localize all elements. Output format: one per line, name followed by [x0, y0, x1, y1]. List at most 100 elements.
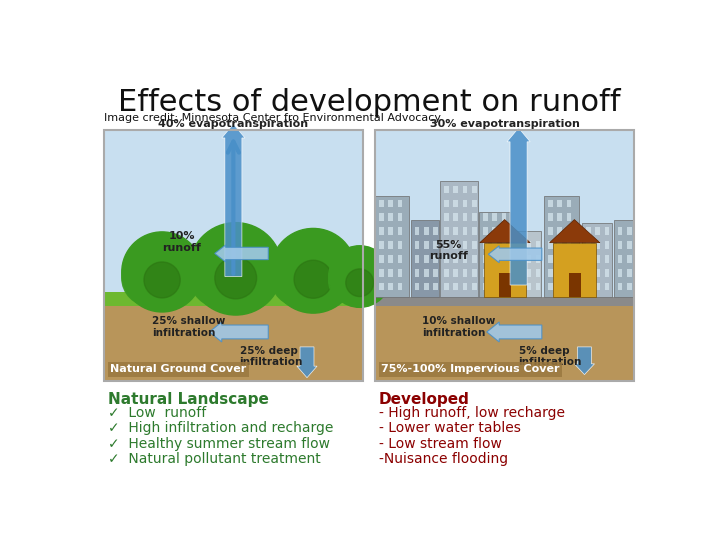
Bar: [499, 273, 510, 296]
Bar: [557, 283, 562, 291]
Bar: [444, 255, 449, 262]
Bar: [444, 227, 449, 235]
Text: Image credit: Minnesota Center fro Environmental Advocacy: Image credit: Minnesota Center fro Envir…: [104, 112, 441, 123]
Bar: [397, 269, 402, 276]
Bar: [492, 283, 497, 291]
Bar: [586, 255, 590, 262]
Bar: [454, 186, 458, 193]
Bar: [567, 255, 571, 262]
Bar: [415, 227, 419, 235]
Bar: [379, 241, 384, 249]
Bar: [492, 227, 497, 235]
Bar: [567, 241, 571, 249]
Bar: [463, 241, 467, 249]
Bar: [424, 241, 428, 249]
Bar: [424, 269, 428, 276]
Bar: [375, 306, 634, 381]
Bar: [605, 269, 609, 276]
Bar: [463, 200, 467, 207]
Text: -Nuisance flooding: -Nuisance flooding: [379, 452, 508, 466]
Bar: [375, 130, 634, 306]
Bar: [618, 283, 622, 291]
Bar: [454, 255, 458, 262]
Bar: [388, 283, 393, 291]
Bar: [307, 287, 319, 304]
Circle shape: [346, 269, 374, 296]
Bar: [433, 255, 438, 262]
Bar: [586, 241, 590, 249]
Bar: [375, 197, 409, 296]
Bar: [548, 200, 553, 207]
Bar: [415, 255, 419, 262]
Text: 10% shallow
infiltration: 10% shallow infiltration: [422, 316, 495, 338]
Bar: [388, 200, 393, 207]
Circle shape: [298, 247, 354, 302]
Bar: [375, 130, 634, 381]
Text: 25% shallow
infiltration: 25% shallow infiltration: [152, 316, 225, 338]
Bar: [517, 255, 522, 262]
Polygon shape: [480, 220, 530, 242]
Bar: [388, 227, 393, 235]
Bar: [557, 227, 562, 235]
Bar: [433, 269, 438, 276]
Bar: [463, 186, 467, 193]
Bar: [379, 227, 384, 235]
Bar: [536, 255, 540, 262]
Bar: [586, 227, 590, 235]
Bar: [544, 197, 579, 296]
Circle shape: [189, 222, 282, 315]
Text: 75%-100% Impervious Cover: 75%-100% Impervious Cover: [382, 364, 560, 374]
Bar: [454, 200, 458, 207]
Bar: [517, 241, 522, 249]
Bar: [483, 283, 487, 291]
Bar: [444, 283, 449, 291]
Circle shape: [220, 244, 280, 303]
Bar: [379, 255, 384, 262]
Bar: [397, 200, 402, 207]
Bar: [567, 269, 571, 276]
Bar: [484, 242, 526, 296]
Bar: [104, 130, 363, 306]
Text: 5% deep
infiltration: 5% deep infiltration: [518, 346, 582, 367]
Bar: [415, 269, 419, 276]
Bar: [618, 255, 622, 262]
FancyArrow shape: [488, 246, 542, 262]
Bar: [415, 241, 419, 249]
Bar: [230, 287, 241, 304]
Circle shape: [329, 260, 372, 303]
Bar: [627, 283, 631, 291]
Bar: [548, 283, 553, 291]
Bar: [454, 213, 458, 221]
Circle shape: [271, 247, 330, 307]
Text: 10%
runoff: 10% runoff: [162, 231, 201, 253]
Bar: [444, 186, 449, 193]
Bar: [444, 213, 449, 221]
Bar: [388, 255, 393, 262]
Bar: [454, 269, 458, 276]
Bar: [444, 269, 449, 276]
Bar: [627, 227, 631, 235]
Bar: [444, 241, 449, 249]
Bar: [379, 283, 384, 291]
Bar: [595, 269, 600, 276]
Bar: [433, 283, 438, 291]
Bar: [517, 283, 522, 291]
Bar: [472, 227, 477, 235]
Bar: [582, 224, 611, 296]
Bar: [548, 241, 553, 249]
Text: 55%
runoff: 55% runoff: [429, 240, 468, 261]
Circle shape: [329, 246, 391, 307]
Bar: [605, 283, 609, 291]
Bar: [454, 283, 458, 291]
Circle shape: [144, 262, 180, 298]
Circle shape: [349, 260, 389, 300]
Bar: [424, 283, 428, 291]
Bar: [463, 213, 467, 221]
Circle shape: [215, 257, 256, 299]
Text: ✓  Low  runoff: ✓ Low runoff: [108, 406, 206, 420]
Bar: [595, 241, 600, 249]
Bar: [375, 296, 634, 306]
Circle shape: [122, 250, 178, 306]
Bar: [618, 269, 622, 276]
Bar: [517, 269, 522, 276]
